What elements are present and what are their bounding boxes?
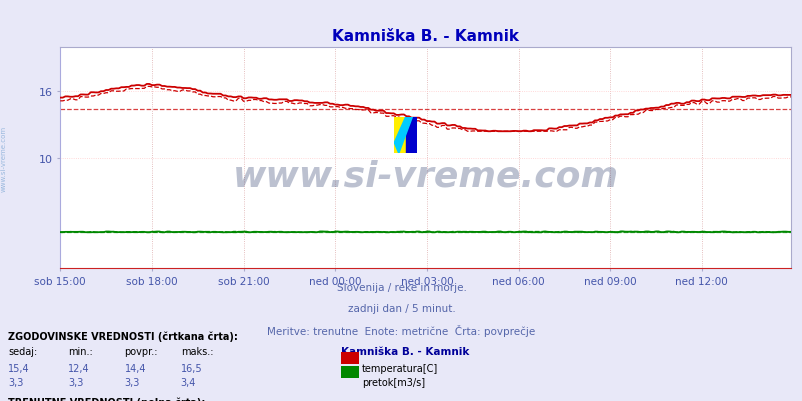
Text: 14,4: 14,4 [124,363,146,373]
Text: 3,3: 3,3 [8,377,23,387]
Text: 3,3: 3,3 [68,377,83,387]
Text: sedaj:: sedaj: [8,346,37,356]
Text: www.si-vreme.com: www.si-vreme.com [233,159,618,193]
Text: min.:: min.: [68,346,93,356]
Text: pretok[m3/s]: pretok[m3/s] [362,377,425,387]
Bar [405,118,416,154]
Text: 3,3: 3,3 [124,377,140,387]
Text: TRENUTNE VREDNOSTI (polna črta):: TRENUTNE VREDNOSTI (polna črta): [8,397,205,401]
Text: 16,5: 16,5 [180,363,202,373]
Text: Meritve: trenutne  Enote: metrične  Črta: povprečje: Meritve: trenutne Enote: metrične Črta: … [267,324,535,336]
Text: 12,4: 12,4 [68,363,90,373]
Text: www.si-vreme.com: www.si-vreme.com [1,126,7,191]
Text: Slovenija / reke in morje.: Slovenija / reke in morje. [336,283,466,293]
Text: 3,4: 3,4 [180,377,196,387]
Text: ZGODOVINSKE VREDNOSTI (črtkana črta):: ZGODOVINSKE VREDNOSTI (črtkana črta): [8,331,237,341]
Text: 15,4: 15,4 [8,363,30,373]
Text: povpr.:: povpr.: [124,346,158,356]
Text: Kamniška B. - Kamnik: Kamniška B. - Kamnik [341,346,469,356]
Text: temperatura[C]: temperatura[C] [362,363,438,373]
Text: maks.:: maks.: [180,346,213,356]
Text: zadnji dan / 5 minut.: zadnji dan / 5 minut. [347,304,455,314]
Title: Kamniška B. - Kamnik: Kamniška B. - Kamnik [332,29,518,44]
Bar [394,118,405,154]
Polygon shape [394,118,411,154]
